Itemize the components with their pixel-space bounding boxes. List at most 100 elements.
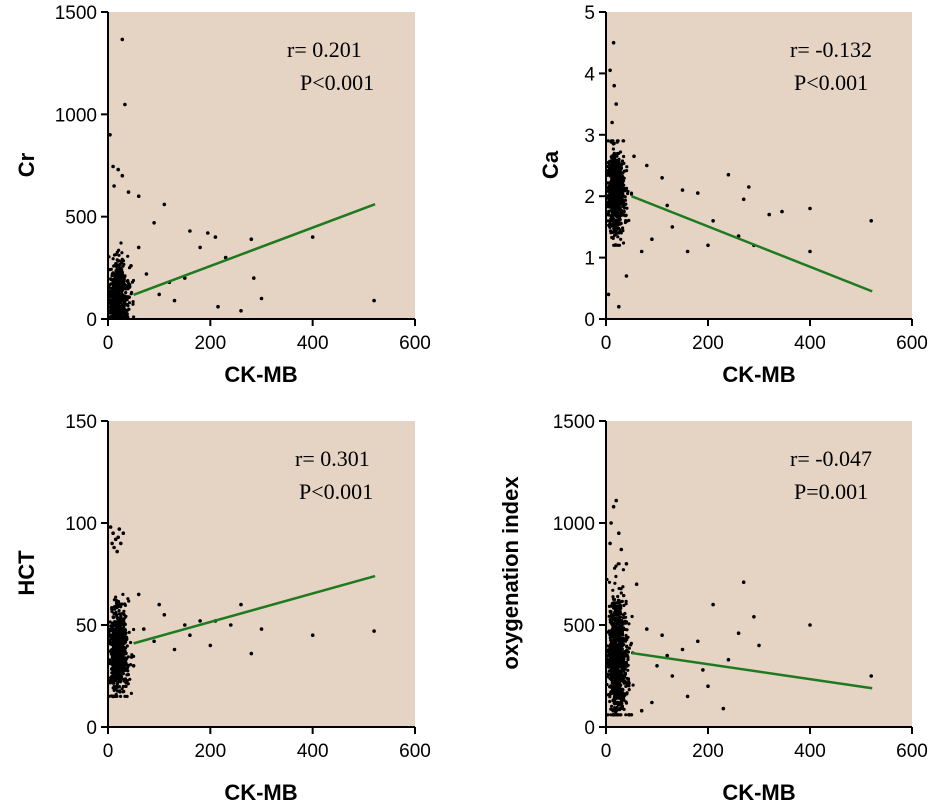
data-point (619, 237, 623, 241)
data-point (114, 284, 118, 288)
data-point (109, 676, 114, 681)
data-point (110, 636, 114, 640)
data-point (618, 169, 622, 173)
data-point (611, 235, 615, 239)
data-point (607, 692, 611, 697)
data-point (118, 301, 122, 305)
data-point (611, 204, 615, 208)
data-point (609, 643, 613, 647)
data-point (613, 566, 617, 570)
data-point (126, 669, 130, 673)
data-point (613, 169, 617, 173)
data-point (614, 625, 618, 629)
data-point (144, 272, 149, 276)
data-point (162, 202, 167, 207)
data-point (112, 184, 116, 188)
data-point (606, 219, 610, 223)
data-point (608, 610, 613, 614)
x-tick-label: 200 (194, 333, 226, 354)
data-point (119, 650, 123, 654)
data-point (613, 706, 617, 710)
data-point (614, 102, 618, 106)
data-point (619, 647, 623, 651)
data-point (111, 257, 115, 261)
data-point (622, 707, 626, 712)
data-point (606, 139, 610, 143)
data-point (117, 273, 121, 277)
data-point (620, 183, 624, 187)
data-point (616, 642, 621, 646)
data-point (665, 203, 669, 208)
data-point (109, 679, 113, 683)
data-point (110, 541, 114, 546)
data-point (123, 628, 127, 632)
y-tick-label: 500 (65, 208, 97, 229)
data-point (616, 685, 621, 690)
data-point (172, 647, 177, 652)
data-point (617, 243, 622, 247)
data-point (111, 631, 115, 635)
data-point (620, 163, 624, 167)
data-point (609, 521, 613, 525)
data-point (624, 219, 628, 223)
y-tick-label: 3 (584, 126, 595, 147)
data-point (108, 525, 113, 529)
data-point (111, 531, 115, 535)
data-point (115, 694, 119, 699)
data-point (608, 699, 612, 704)
data-point (619, 591, 623, 595)
data-point (188, 229, 192, 233)
data-point (618, 611, 623, 615)
data-point (612, 708, 616, 713)
x-tick-label: 0 (103, 333, 114, 354)
data-point (622, 176, 626, 180)
data-point (617, 191, 622, 195)
data-point (310, 235, 315, 239)
data-point (108, 292, 113, 296)
data-point (625, 645, 629, 649)
data-point (108, 283, 112, 287)
y-tick-label: 2 (584, 187, 595, 208)
y-tick-label: 4 (584, 64, 595, 85)
data-point (372, 298, 376, 303)
data-point (111, 164, 115, 169)
y-tick-label: 0 (86, 310, 97, 331)
y-tick-label: 50 (76, 616, 97, 637)
data-point (706, 243, 710, 248)
data-point (119, 290, 123, 294)
data-point (613, 679, 617, 683)
data-point (121, 299, 125, 303)
data-point (752, 615, 756, 619)
points-ca (605, 40, 873, 309)
data-point (610, 230, 614, 234)
data-point (617, 151, 621, 155)
data-point (623, 189, 627, 193)
data-point (627, 713, 631, 717)
data-point (118, 278, 122, 282)
data-point (113, 627, 117, 632)
data-point (808, 206, 812, 211)
data-point (114, 686, 118, 690)
data-point (121, 684, 125, 689)
plot-area-cr (108, 12, 415, 319)
data-point (113, 302, 117, 306)
data-point (619, 587, 623, 591)
data-point (621, 198, 625, 202)
data-point (614, 498, 618, 503)
y-tick-label: 500 (563, 616, 595, 637)
data-point (639, 249, 644, 254)
data-point (113, 537, 118, 542)
data-point (726, 172, 731, 177)
data-point (129, 264, 133, 268)
data-point (108, 620, 112, 624)
data-point (622, 660, 626, 665)
data-point (869, 219, 873, 223)
data-point (116, 287, 120, 292)
data-point (615, 705, 619, 709)
data-point (621, 226, 625, 230)
data-point (123, 663, 127, 667)
data-point (112, 645, 116, 649)
y-axis-title-oxygenation-index: oxygenation index (498, 476, 523, 670)
data-point (611, 687, 615, 691)
data-point (118, 690, 122, 694)
